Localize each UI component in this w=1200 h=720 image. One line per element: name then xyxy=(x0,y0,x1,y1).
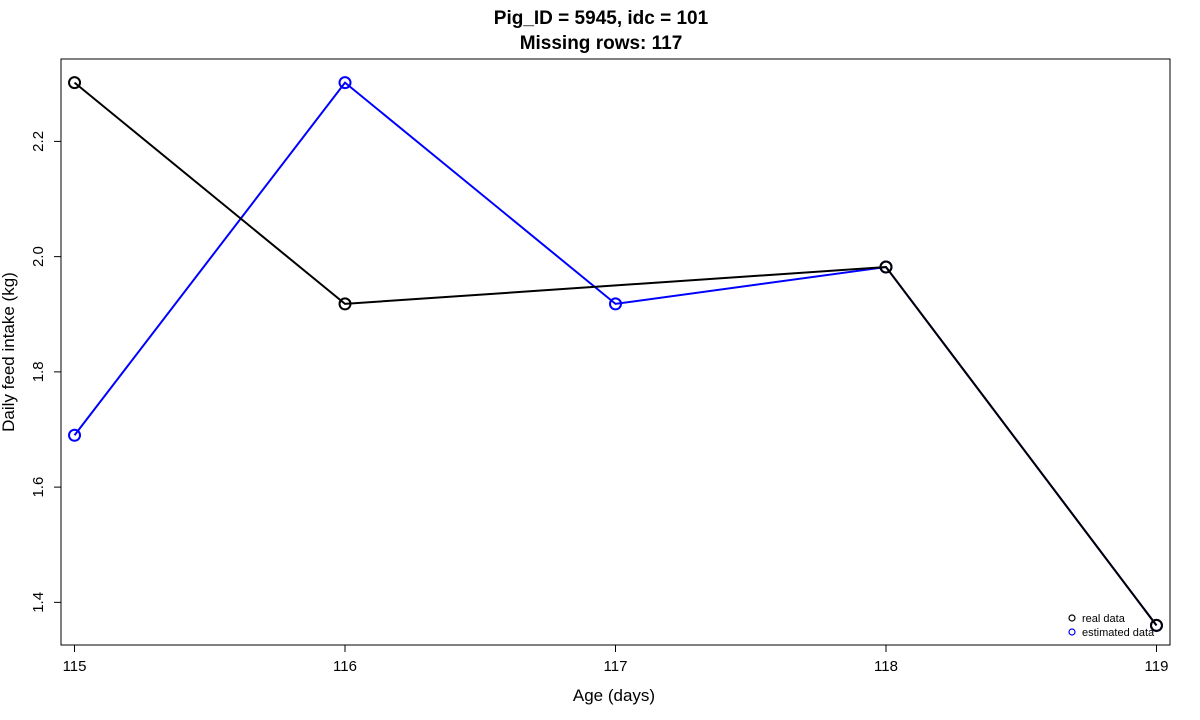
x-axis: 115 116 117 118 119 xyxy=(63,644,1169,675)
data-point xyxy=(1149,618,1163,632)
chart-title: Pig_ID = 5945, idc = 101 xyxy=(494,8,709,29)
legend-label: estimated data xyxy=(1082,627,1155,639)
x-tick-label: 116 xyxy=(333,658,357,675)
legend-label: real data xyxy=(1082,613,1126,625)
legend-marker xyxy=(1068,628,1076,636)
data-point xyxy=(338,297,352,311)
x-tick-label: 118 xyxy=(874,658,898,675)
data-point xyxy=(879,260,893,274)
plot-frame xyxy=(60,58,1171,646)
data-point xyxy=(338,76,352,90)
legend: real data estimated data xyxy=(1068,613,1155,639)
y-tick-label: 1.6 xyxy=(30,477,47,498)
x-tick-label: 119 xyxy=(1145,658,1169,675)
y-tick-label: 1.4 xyxy=(30,592,47,613)
series-real-data xyxy=(68,76,1163,632)
series-line xyxy=(73,81,1158,627)
series-estimated-data xyxy=(68,76,1163,632)
series-line xyxy=(73,81,1158,627)
y-tick-label: 1.8 xyxy=(30,361,47,382)
chart-subtitle: Missing rows: 117 xyxy=(520,33,683,54)
series-layer xyxy=(68,76,1163,632)
data-point xyxy=(68,76,82,90)
legend-marker xyxy=(1068,614,1076,622)
y-tick-label: 2.0 xyxy=(30,246,47,267)
x-tick-label: 117 xyxy=(604,658,628,675)
y-axis: 1.4 1.6 1.8 2.0 2.2 xyxy=(30,131,62,613)
y-tick-label: 2.2 xyxy=(30,131,47,152)
data-point xyxy=(68,428,82,442)
x-tick-label: 115 xyxy=(63,658,87,675)
x-axis-label: Age (days) xyxy=(573,686,655,705)
y-axis-label: Daily feed intake (kg) xyxy=(0,272,18,432)
data-point xyxy=(609,297,622,311)
